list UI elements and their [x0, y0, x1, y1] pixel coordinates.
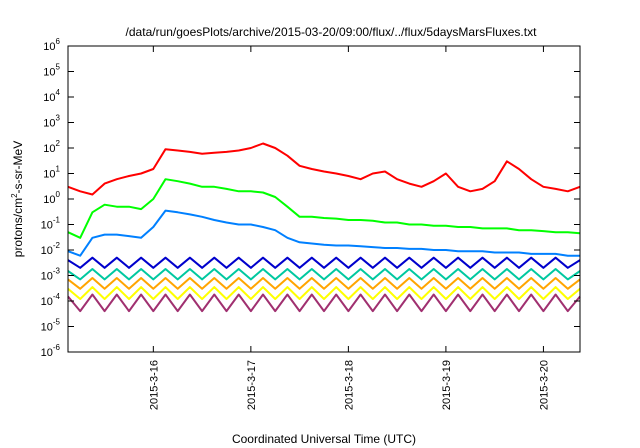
y-tick-label: 10-2 [41, 241, 61, 257]
series-line-3 [67, 209, 580, 257]
x-tick-label: 2015-3-16 [148, 360, 160, 410]
plot-frame [67, 45, 581, 353]
series-line-1 [67, 142, 581, 196]
y-tick-label: 100 [43, 190, 60, 206]
series-line-4 [67, 256, 581, 269]
series-line-2 [67, 178, 581, 239]
y-tick-label: 10-5 [41, 318, 61, 334]
y-axis: 10-6 10-5 10-4 10-3 10-2 10-1 100 101 102 103 104 1… [41, 37, 580, 359]
y-tick-label: 10-1 [41, 216, 61, 232]
y-tick-label: 10-3 [41, 267, 61, 283]
chart-title: /data/run/goesPlots/archive/2015-03-20/0… [126, 25, 538, 39]
x-axis: 2015-3-16 2015-3-17 2015-3-18 2015-3-19 2015… [148, 46, 550, 410]
x-tick-label: 2015-3-18 [343, 360, 355, 410]
series-line-6 [67, 277, 581, 290]
series-line-8 [67, 293, 581, 313]
y-tick-label: 104 [43, 88, 60, 104]
series-line-7 [67, 286, 581, 300]
y-tick-label: 105 [43, 63, 60, 79]
x-axis-label: Coordinated Universal Time (UTC) [232, 432, 416, 446]
y-tick-label: 101 [43, 165, 60, 181]
x-tick-label: 2015-3-17 [246, 360, 258, 410]
series-line-5 [67, 268, 581, 281]
x-tick-label: 2015-3-20 [538, 360, 550, 410]
y-tick-label: 103 [43, 114, 60, 130]
y-tick-label: 102 [43, 139, 60, 155]
y-axis-label: protons/cm2-s-sr-MeV [10, 141, 25, 257]
series-layer [67, 142, 581, 313]
y-tick-label: 10-6 [41, 343, 61, 359]
y-tick-label: 106 [43, 37, 60, 53]
y-tick-label: 10-4 [41, 292, 61, 308]
x-tick-label: 2015-3-19 [441, 360, 453, 410]
